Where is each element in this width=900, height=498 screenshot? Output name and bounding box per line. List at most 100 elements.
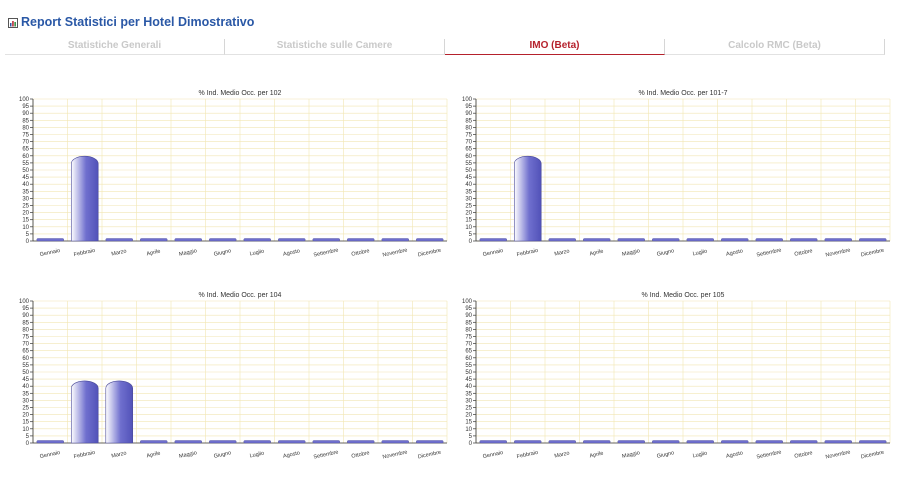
chart-title: % Ind. Medio Occ. per 102	[199, 90, 282, 97]
x-tick-label: Luglio	[692, 249, 708, 258]
y-tick-label: 75	[22, 133, 29, 139]
bar	[824, 440, 852, 444]
x-tick-label: Agosto	[283, 450, 301, 459]
bar	[859, 238, 887, 242]
y-tick-label: 70	[22, 140, 29, 146]
x-tick-label: Ottobre	[351, 450, 370, 460]
y-tick-label: 15	[465, 420, 472, 426]
tab-statistiche-generali[interactable]: Statistiche Generali	[5, 39, 225, 55]
y-tick-label: 40	[22, 384, 29, 390]
x-tick-label: Novembre	[825, 449, 851, 460]
y-tick-label: 90	[465, 111, 472, 117]
bar	[243, 238, 271, 242]
y-tick-label: 40	[22, 182, 29, 188]
y-tick-label: 85	[22, 118, 29, 124]
y-tick-label: 15	[465, 218, 472, 224]
x-tick-label: Luglio	[692, 451, 708, 460]
y-tick-label: 35	[22, 391, 29, 397]
x-tick-label: Aprile	[589, 249, 604, 258]
tab-calcolo-rmc[interactable]: Calcolo RMC (Beta)	[665, 39, 885, 55]
bar	[105, 238, 133, 242]
x-tick-label: Aprile	[146, 249, 161, 258]
x-tick-label: Gennaio	[482, 450, 504, 460]
bar	[686, 238, 714, 242]
y-tick-label: 55	[22, 161, 29, 167]
y-tick-label: 70	[22, 342, 29, 348]
x-tick-label: Dicembre	[860, 248, 884, 259]
x-tick-label: Settembre	[313, 449, 339, 460]
y-tick-label: 35	[22, 189, 29, 195]
bar	[479, 440, 507, 444]
bar	[721, 440, 749, 444]
bar	[312, 238, 340, 242]
bar	[548, 238, 576, 242]
y-tick-label: 95	[465, 104, 472, 110]
bar	[312, 440, 340, 444]
y-tick-label: 95	[22, 104, 29, 110]
y-tick-label: 100	[19, 97, 30, 103]
y-tick-label: 5	[469, 232, 473, 238]
x-tick-label: Maggio	[179, 248, 198, 258]
y-tick-label: 85	[465, 118, 472, 124]
y-tick-label: 10	[465, 427, 472, 433]
y-tick-label: 80	[22, 327, 29, 333]
x-tick-label: Gennaio	[39, 450, 61, 460]
bar	[416, 440, 444, 444]
x-tick-label: Settembre	[313, 247, 339, 258]
tab-statistiche-camere[interactable]: Statistiche sulle Camere	[225, 39, 445, 55]
bar	[583, 238, 611, 242]
x-tick-label: Maggio	[179, 450, 198, 460]
y-tick-label: 80	[22, 125, 29, 131]
x-tick-label: Febbraio	[73, 248, 95, 258]
x-tick-label: Maggio	[622, 450, 641, 460]
y-tick-label: 15	[22, 420, 29, 426]
y-tick-label: 0	[469, 441, 473, 447]
y-tick-label: 65	[465, 349, 472, 355]
y-tick-label: 70	[465, 140, 472, 146]
bar	[209, 440, 237, 444]
y-tick-label: 5	[26, 434, 30, 440]
y-tick-label: 25	[22, 406, 29, 412]
x-tick-label: Giugno	[656, 450, 675, 460]
bar	[755, 238, 783, 242]
y-tick-label: 100	[462, 97, 473, 103]
bar	[105, 380, 134, 444]
y-tick-label: 10	[22, 225, 29, 231]
y-tick-label: 30	[465, 196, 472, 202]
x-tick-label: Giugno	[213, 248, 232, 258]
y-tick-label: 70	[465, 342, 472, 348]
y-tick-label: 30	[22, 196, 29, 202]
y-tick-label: 50	[22, 168, 29, 174]
bar	[174, 440, 202, 444]
bar	[755, 440, 783, 444]
bar	[859, 440, 887, 444]
x-tick-label: Agosto	[726, 248, 744, 257]
tab-imo[interactable]: IMO (Beta)	[445, 39, 665, 55]
y-tick-label: 60	[465, 356, 472, 362]
bar	[140, 440, 168, 444]
y-tick-label: 80	[465, 327, 472, 333]
x-tick-label: Aprile	[146, 451, 161, 460]
x-tick-label: Marzo	[554, 450, 570, 459]
bar	[790, 440, 818, 444]
bar	[479, 238, 507, 242]
report-icon	[8, 17, 18, 28]
tab-bar: Statistiche Generali Statistiche sulle C…	[5, 39, 885, 55]
y-tick-label: 45	[465, 175, 472, 181]
x-tick-label: Settembre	[756, 449, 782, 460]
y-tick-label: 20	[22, 211, 29, 217]
x-tick-label: Settembre	[756, 247, 782, 258]
x-tick-label: Ottobre	[794, 248, 813, 258]
x-tick-label: Ottobre	[351, 248, 370, 258]
y-tick-label: 65	[22, 349, 29, 355]
x-tick-label: Novembre	[825, 247, 851, 258]
x-tick-label: Novembre	[382, 449, 408, 460]
x-tick-label: Ottobre	[794, 450, 813, 460]
y-tick-label: 50	[22, 370, 29, 376]
bar	[278, 238, 306, 242]
y-tick-label: 10	[22, 427, 29, 433]
bar	[721, 238, 749, 242]
chart-105: % Ind. Medio Occ. per 105051015202530354…	[462, 292, 891, 461]
y-tick-label: 45	[22, 175, 29, 181]
bar	[686, 440, 714, 444]
